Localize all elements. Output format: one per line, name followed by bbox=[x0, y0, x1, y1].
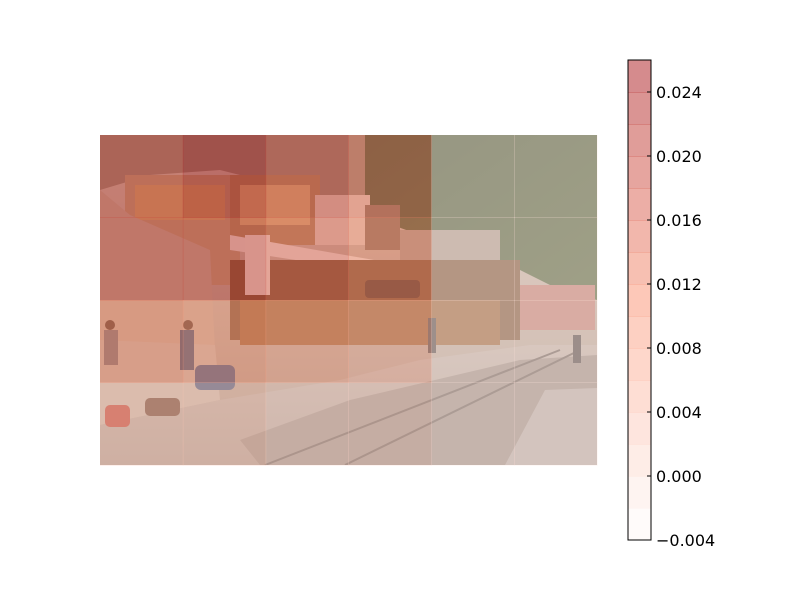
heatmap-cell bbox=[182, 382, 267, 466]
colorbar-segment bbox=[628, 444, 651, 477]
heatmap-cell bbox=[514, 300, 598, 383]
colorbar-segment bbox=[628, 220, 651, 253]
heatmap-cell bbox=[182, 300, 267, 383]
colorbar-segment bbox=[628, 316, 651, 349]
heatmap-cell bbox=[265, 135, 349, 218]
heatmap-cell bbox=[348, 135, 432, 218]
heatmap-cell bbox=[182, 217, 267, 301]
colorbar-tick-label: −0.004 bbox=[656, 531, 715, 550]
heatmap-cell bbox=[431, 217, 515, 301]
colorbar-frame bbox=[627, 59, 652, 541]
heatmap-cell bbox=[348, 217, 432, 301]
colorbar-segment bbox=[628, 156, 651, 189]
heatmap-cell bbox=[100, 217, 184, 301]
heatmap-cell bbox=[265, 300, 349, 383]
heatmap-cell bbox=[431, 135, 515, 218]
colorbar-segment bbox=[628, 476, 651, 509]
colorbar-segment bbox=[628, 412, 651, 445]
colorbar-segment bbox=[628, 508, 651, 541]
colorbar-segment bbox=[628, 380, 651, 413]
heatmap-cell bbox=[265, 382, 349, 466]
heatmap-cell bbox=[514, 382, 598, 466]
heatmap-cell bbox=[431, 300, 515, 383]
heatmap-cell bbox=[348, 300, 432, 383]
colorbar-tick-label: 0.024 bbox=[656, 83, 702, 102]
heatmap-cell bbox=[182, 135, 267, 218]
heatmap-cell bbox=[265, 217, 349, 301]
colorbar: −0.004 0.000 0.004 0.008 0.012 0.016 0.020 0.02… bbox=[627, 59, 715, 550]
colorbar-tick-label: 0.020 bbox=[656, 147, 702, 166]
heatmap-grid bbox=[100, 135, 598, 466]
heatmap-cell bbox=[100, 135, 184, 218]
colorbar-tick-label: 0.016 bbox=[656, 211, 702, 230]
colorbar-segment bbox=[628, 92, 651, 125]
heatmap-cell bbox=[514, 135, 598, 218]
colorbar-segment bbox=[628, 252, 651, 285]
colorbar-segment bbox=[628, 348, 651, 381]
colorbar-segment bbox=[628, 124, 651, 157]
heatmap-cell bbox=[100, 300, 184, 383]
heatmap-cell bbox=[100, 382, 184, 466]
colorbar-tick-label: 0.008 bbox=[656, 339, 702, 358]
heatmap-cell bbox=[431, 382, 515, 466]
colorbar-segment bbox=[628, 284, 651, 317]
colorbar-tick-label: 0.004 bbox=[656, 403, 702, 422]
heatmap-cell bbox=[348, 382, 432, 466]
colorbar-tick-label: 0.012 bbox=[656, 275, 702, 294]
heatmap-cell bbox=[514, 217, 598, 301]
colorbar-tick-label: 0.000 bbox=[656, 467, 702, 486]
colorbar-segment bbox=[628, 60, 651, 93]
colorbar-segment bbox=[628, 188, 651, 221]
